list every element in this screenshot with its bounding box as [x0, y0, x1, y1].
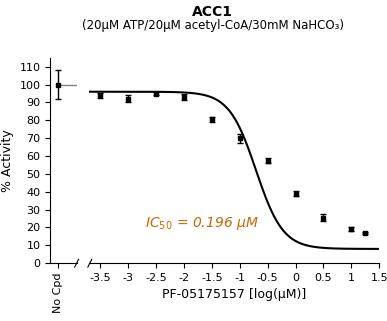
Text: ACC1: ACC1 [192, 5, 233, 19]
Y-axis label: % Activity: % Activity [1, 129, 14, 192]
X-axis label: PF-05175157 [log(μM)]: PF-05175157 [log(μM)] [162, 289, 306, 301]
Text: IC$_{50}$ = 0.196 μM: IC$_{50}$ = 0.196 μM [145, 215, 259, 232]
Text: (20μM ATP/20μM acetyl-CoA/30mM NaHCO₃): (20μM ATP/20μM acetyl-CoA/30mM NaHCO₃) [82, 19, 344, 32]
